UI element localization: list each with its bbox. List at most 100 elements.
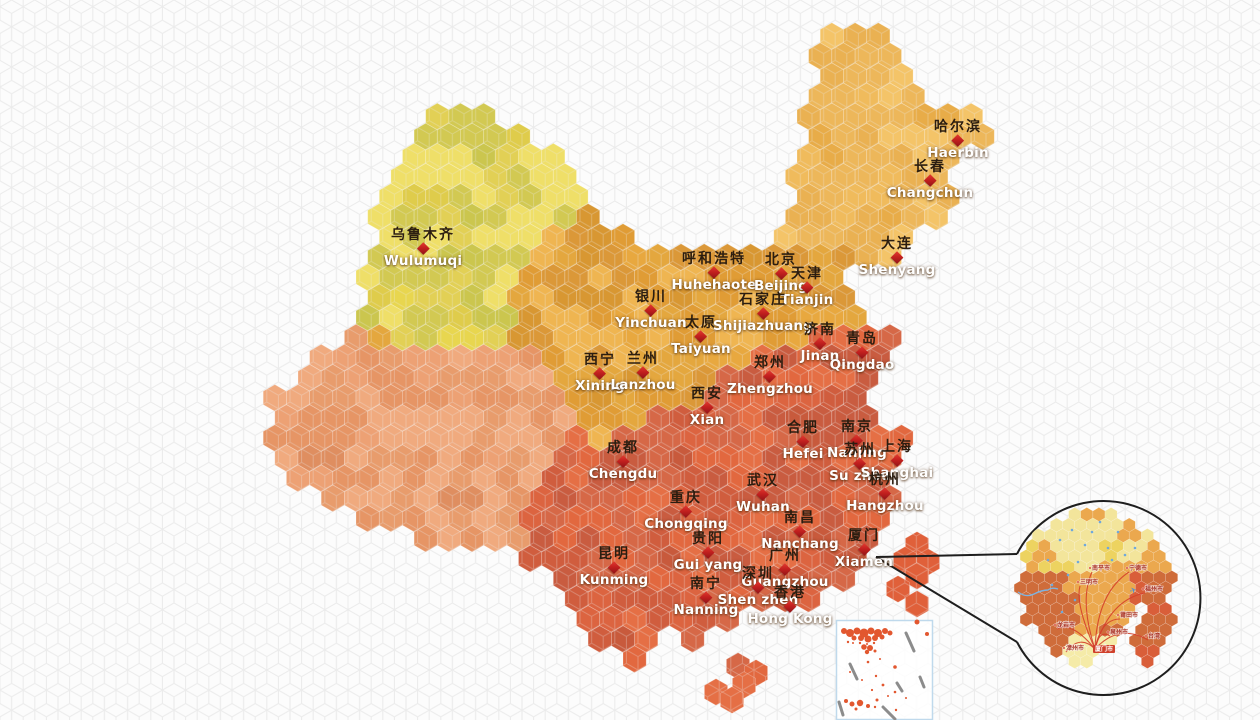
inset-city-label[interactable]: 台湾 bbox=[1147, 631, 1160, 640]
city-shenyang[interactable]: 大连 Shenyang bbox=[859, 237, 936, 277]
island-dot bbox=[852, 642, 854, 644]
island-dot bbox=[872, 641, 876, 645]
inset-city-label[interactable]: 福州市 bbox=[1143, 584, 1163, 593]
city-wuhan[interactable]: 武汉 Wuhan bbox=[736, 474, 790, 514]
city-xian[interactable]: 西安 Xian bbox=[690, 387, 725, 427]
city-en-label: Zhengzhou bbox=[727, 380, 813, 397]
island-dot bbox=[866, 704, 870, 708]
city-zh-label: 大连 bbox=[880, 236, 913, 253]
city-zh-label: 苏州 bbox=[843, 442, 876, 459]
island-dot bbox=[873, 705, 877, 709]
island-dot bbox=[882, 628, 888, 634]
nine-dash-segment bbox=[895, 681, 904, 693]
island-dot bbox=[874, 629, 882, 637]
city-huhehaote[interactable]: 呼和浩特 Huhehaote bbox=[671, 252, 756, 292]
blue-dot bbox=[1116, 530, 1120, 534]
city-en-label: Shenyang bbox=[858, 261, 936, 278]
city-en-label: Wuhan bbox=[736, 498, 790, 515]
inset-city-label[interactable]: 南平市 bbox=[1091, 563, 1110, 572]
island-dot bbox=[875, 698, 879, 702]
city-yinchuan[interactable]: 银川 Yinchuan bbox=[615, 290, 687, 330]
inset-city-dot bbox=[1106, 630, 1110, 634]
inset-hub-label[interactable]: 厦门市 bbox=[1095, 645, 1113, 653]
city-zh-label: 杭州 bbox=[868, 472, 901, 489]
city-qingdao[interactable]: 青岛 Qingdao bbox=[830, 332, 895, 372]
city-su-zhou[interactable]: 苏州 Su zhou bbox=[829, 443, 891, 483]
blue-dot bbox=[1123, 553, 1127, 557]
city-en-label: Taiyuan bbox=[671, 340, 731, 357]
magnifier-circle bbox=[1016, 500, 1202, 696]
island-dot bbox=[866, 660, 870, 664]
city-lanzhou[interactable]: 兰州 Lanzhou bbox=[610, 352, 675, 392]
inset-hub-chip[interactable] bbox=[1093, 645, 1115, 653]
city-shijiazhuang[interactable]: 石家庄 Shijiazhuang bbox=[713, 293, 813, 333]
blue-dot bbox=[1046, 558, 1050, 562]
river-shape bbox=[1017, 587, 1059, 597]
city-zh-label: 香港 bbox=[774, 585, 806, 602]
island-dot bbox=[894, 708, 898, 712]
inset-city-label[interactable]: 宁德市 bbox=[1128, 563, 1147, 572]
city-changchun[interactable]: 长春 Changchun bbox=[887, 160, 974, 200]
city-en-label: Tianjin bbox=[780, 291, 834, 308]
city-zhengzhou[interactable]: 郑州 Zhengzhou bbox=[727, 356, 813, 396]
city-taiyuan[interactable]: 太原 Taiyuan bbox=[671, 316, 731, 356]
city-wulumuqi[interactable]: 乌鲁木齐 Wulumuqi bbox=[384, 228, 462, 268]
city-shanghai[interactable]: 上海 Shanghai bbox=[861, 440, 934, 480]
island-dot bbox=[849, 701, 855, 707]
city-chongqing[interactable]: 重庆 Chongqing bbox=[644, 491, 727, 531]
city-xining[interactable]: 西宁 Xining bbox=[575, 353, 625, 393]
island-dot bbox=[893, 665, 897, 669]
inset-city-label[interactable]: 三明市 bbox=[1079, 577, 1098, 586]
city-zh-label: 太原 bbox=[685, 315, 717, 332]
flight-arc bbox=[1065, 641, 1096, 653]
city-gui-yang[interactable]: 贵阳 Gui yang bbox=[674, 532, 743, 572]
city-hangzhou[interactable]: 杭州 Hangzhou bbox=[846, 473, 924, 513]
island-dot bbox=[846, 640, 850, 644]
island-dot bbox=[879, 634, 885, 640]
city-zh-label: 厦门 bbox=[848, 528, 880, 545]
island-dot bbox=[864, 649, 870, 655]
island-dot bbox=[846, 629, 854, 637]
inset-city-label[interactable]: 龙岩市 bbox=[1056, 620, 1075, 629]
city-kunming[interactable]: 昆明 Kunming bbox=[580, 547, 649, 587]
city-nanjing[interactable]: 南京 Nanjing bbox=[827, 420, 887, 460]
nine-dash-segment bbox=[904, 631, 916, 653]
inset-city-label[interactable]: 漳州市 bbox=[1065, 643, 1084, 652]
island-dot bbox=[851, 635, 857, 641]
city-en-label: Shen zhen bbox=[717, 591, 799, 608]
nine-dash-segment bbox=[848, 662, 859, 681]
city-nanchang[interactable]: 南昌 Nanchang bbox=[761, 511, 839, 551]
city-haerbin[interactable]: 哈尔滨 Haerbin bbox=[927, 120, 989, 160]
city-zh-label: 济南 bbox=[803, 322, 836, 339]
city-hefei[interactable]: 合肥 Hefei bbox=[782, 421, 823, 461]
city-en-label: Beijing bbox=[753, 277, 809, 294]
blue-dot bbox=[1058, 538, 1062, 542]
inset-city-dot bbox=[1125, 566, 1129, 570]
city-zh-label: 深圳 bbox=[742, 566, 774, 583]
island-dot bbox=[893, 690, 897, 694]
island-dot bbox=[844, 699, 848, 703]
city-beijing[interactable]: 北京 Beijing bbox=[754, 253, 808, 293]
blue-dot bbox=[1066, 573, 1070, 577]
city-zh-label: 贵阳 bbox=[692, 531, 724, 548]
island-dot bbox=[887, 630, 893, 636]
city-en-label: Chongqing bbox=[644, 515, 728, 532]
city-nanning[interactable]: 南宁 Nanning bbox=[674, 577, 739, 617]
blue-dot bbox=[1083, 543, 1087, 547]
city-tianjin[interactable]: 天津 Tianjin bbox=[781, 267, 834, 307]
city-zh-label: 上海 bbox=[880, 439, 913, 456]
city-jinan[interactable]: 济南 Jinan bbox=[801, 323, 840, 363]
city-hong-kong[interactable]: 香港 Hong Kong bbox=[747, 586, 832, 626]
island-dot bbox=[867, 627, 875, 635]
blue-dot bbox=[1070, 528, 1074, 532]
inset-flight-arcs: ✈ bbox=[1056, 571, 1149, 653]
city-zh-label: 哈尔滨 bbox=[934, 119, 982, 136]
inset-city-label[interactable]: 泉州市 bbox=[1108, 627, 1128, 636]
city-chengdu[interactable]: 成都 Chengdu bbox=[589, 441, 658, 481]
city-zh-label: 重庆 bbox=[670, 490, 702, 507]
city-shen-zhen[interactable]: 深圳 Shen zhen bbox=[718, 567, 799, 607]
nine-dash-segment bbox=[837, 700, 845, 717]
city-zh-label: 南昌 bbox=[784, 510, 816, 527]
city-xiamen[interactable]: 厦门 Xiamen bbox=[835, 529, 893, 569]
inset-city-label[interactable]: 莆田市 bbox=[1119, 610, 1138, 619]
